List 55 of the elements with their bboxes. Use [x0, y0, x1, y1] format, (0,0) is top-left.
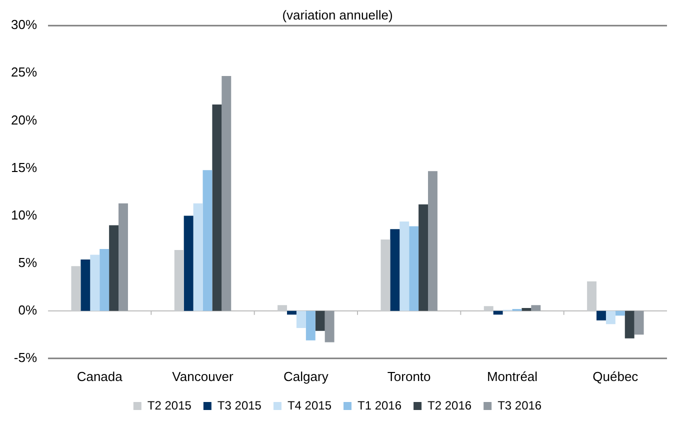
bar: [428, 171, 438, 311]
bar: [409, 226, 419, 311]
bar: [418, 204, 428, 311]
bar: [306, 310, 316, 340]
bar: [100, 249, 110, 311]
bar: [606, 310, 616, 324]
y-tick-label: 10%: [10, 207, 38, 222]
chart-title: (variation annuelle): [282, 7, 393, 22]
bar: [109, 225, 119, 311]
y-tick-label: 0%: [18, 302, 38, 318]
bar: [531, 305, 541, 311]
bar: [278, 305, 288, 311]
y-tick-label: 5%: [18, 254, 38, 270]
bar: [296, 310, 306, 328]
x-tick-label: Québec: [592, 368, 639, 384]
bar: [380, 240, 390, 311]
bar: [615, 310, 625, 316]
bar: [90, 254, 100, 311]
y-tick-label: 25%: [10, 64, 38, 80]
y-tick-label: 15%: [10, 160, 38, 175]
bar: [390, 229, 400, 311]
bar: [174, 250, 184, 311]
bar: [212, 104, 222, 311]
y-tick-label: 20%: [10, 112, 38, 128]
bar: [596, 310, 606, 320]
bar: [184, 216, 194, 311]
x-tick-label: Vancouver: [172, 368, 234, 384]
x-tick-label: Canada: [76, 368, 124, 384]
y-tick-label: 30%: [10, 17, 38, 32]
bar: [222, 76, 232, 311]
bar: [80, 260, 90, 311]
legend-label: T3 2015: [217, 398, 262, 412]
bar: [493, 310, 503, 315]
bar: [624, 310, 634, 338]
legend-label: T3 2016: [498, 398, 542, 412]
bar: [71, 266, 81, 311]
bar: [118, 203, 128, 311]
bar: [324, 310, 334, 342]
bar: [287, 310, 296, 315]
bar: [193, 203, 203, 311]
y-tick-label: -5%: [14, 350, 38, 365]
x-tick-label: Toronto: [387, 368, 431, 384]
legend-label: T4 2015: [287, 398, 332, 412]
bar: [400, 221, 410, 311]
legend-label: T2 2016: [428, 398, 472, 412]
bar: [484, 306, 494, 311]
bar: [522, 308, 532, 311]
bar: [315, 310, 325, 331]
legend-label: T1 2016: [358, 398, 402, 412]
bar: [587, 281, 597, 311]
bar: [202, 170, 212, 311]
x-tick-label: Calgary: [284, 368, 329, 384]
bar: [634, 310, 644, 335]
legend-label: T2 2015: [147, 398, 192, 412]
x-tick-label: Montréal: [486, 368, 538, 384]
